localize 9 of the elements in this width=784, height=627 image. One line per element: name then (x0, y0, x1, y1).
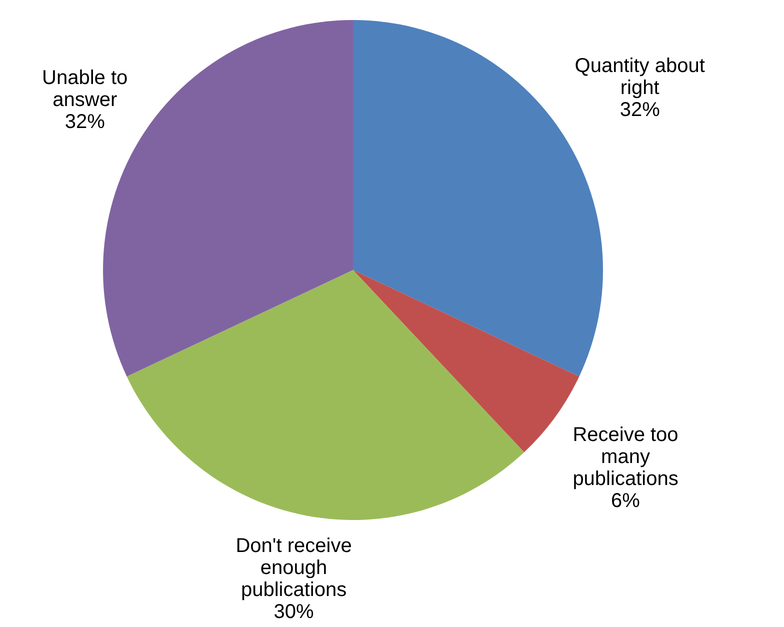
slice-label: Don't receive enough publications (236, 535, 352, 601)
slice-label: Unable to answer (42, 66, 128, 111)
data-label: 32% (64, 110, 106, 133)
data-label: 6% (611, 490, 640, 512)
pie-slice (126, 270, 524, 520)
slice-label: Quantity about right (574, 54, 706, 99)
slice-label: Receive too many publications (572, 424, 678, 490)
data-label: 30% (274, 601, 314, 623)
data-label: 32% (620, 98, 660, 121)
